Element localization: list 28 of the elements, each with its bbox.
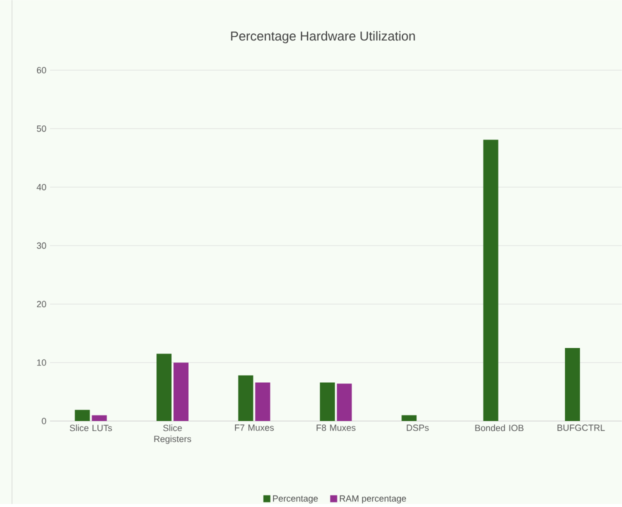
- x-tick-label: Slice Registers: [154, 424, 192, 444]
- legend-label: Percentage: [273, 495, 318, 504]
- x-tick-label: DSPs: [406, 424, 429, 431]
- bar: [174, 362, 189, 422]
- bar: [483, 140, 498, 422]
- y-tick-label: 40: [36, 184, 46, 190]
- x-tick-label: F8 Muxes: [316, 424, 356, 431]
- y-tick-label: 60: [36, 66, 46, 74]
- bar: [238, 375, 254, 422]
- y-tick-label: 10: [37, 359, 46, 366]
- chart-title: Percentage Hardware Utilization: [231, 31, 415, 44]
- bar: [402, 415, 417, 422]
- bar: [564, 348, 580, 422]
- x-tick-label: Bonded IOB: [475, 424, 524, 432]
- y-tick-label: 50: [36, 125, 46, 132]
- bar: [336, 384, 352, 422]
- bar: [92, 415, 107, 422]
- bar: [156, 354, 172, 422]
- y-tick-label: 0: [42, 418, 46, 424]
- y-tick-label: 30: [36, 242, 46, 249]
- bar: [74, 410, 90, 422]
- y-tick-label: 20: [36, 300, 46, 308]
- x-tick-label: BUFGCTRL: [558, 424, 605, 431]
- bar: [255, 382, 270, 422]
- x-tick-label: F7 Muxes: [235, 424, 274, 431]
- legend-label: RAM percentage: [340, 495, 406, 504]
- bar: [320, 382, 335, 422]
- x-tick-label: Slice LUTs: [70, 424, 112, 432]
